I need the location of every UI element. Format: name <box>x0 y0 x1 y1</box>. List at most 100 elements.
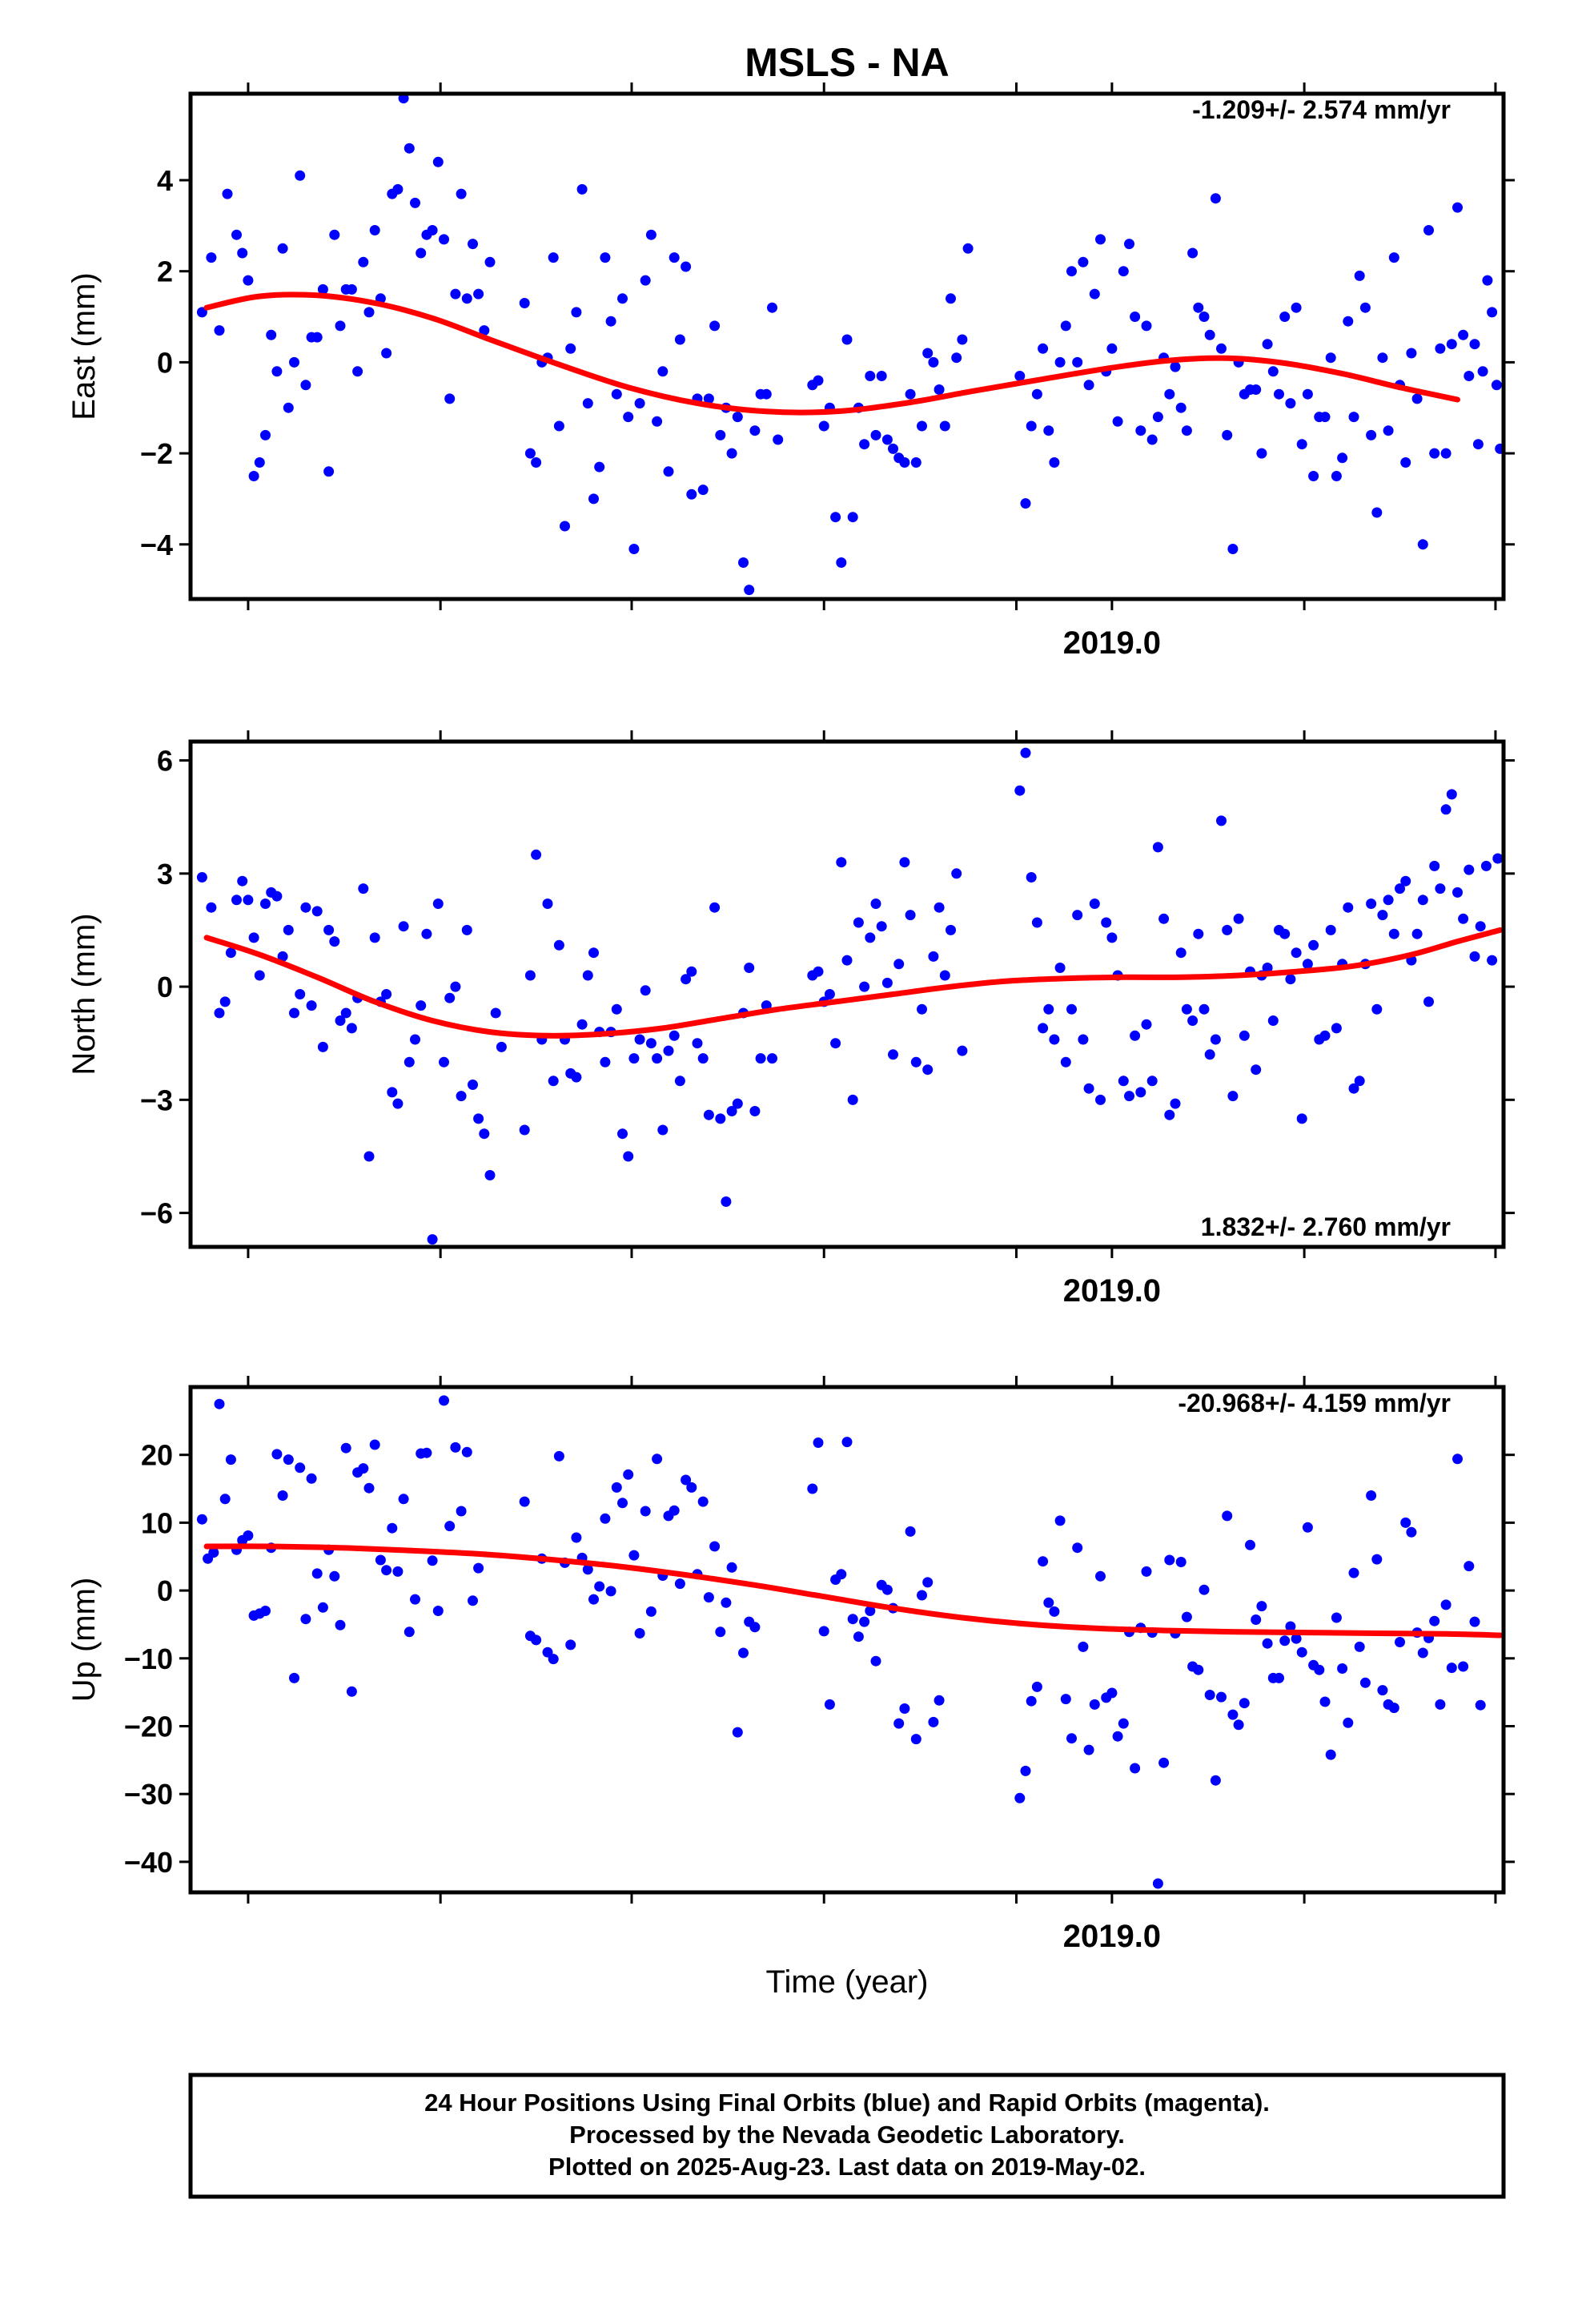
data-point <box>1366 429 1377 440</box>
data-point <box>899 1703 910 1714</box>
data-point <box>254 457 265 468</box>
data-point <box>271 1449 283 1460</box>
data-point <box>939 420 950 432</box>
data-point <box>1446 1663 1457 1674</box>
data-point <box>1411 393 1423 404</box>
data-point <box>611 388 622 400</box>
data-point <box>1348 1567 1359 1578</box>
data-point <box>369 1439 380 1450</box>
data-point <box>726 448 737 459</box>
data-point <box>1308 939 1319 951</box>
data-point <box>450 1441 461 1453</box>
data-point <box>335 320 346 332</box>
data-point <box>1141 320 1152 332</box>
data-point <box>237 247 248 259</box>
data-point <box>473 1113 484 1124</box>
data-point <box>928 951 939 962</box>
data-point <box>859 439 870 450</box>
data-point <box>1060 1056 1071 1068</box>
data-point <box>836 1569 847 1580</box>
data-point <box>490 1007 501 1019</box>
data-point <box>1043 425 1054 436</box>
data-point <box>427 1555 438 1566</box>
data-point <box>1400 875 1411 887</box>
data-point <box>1440 1599 1452 1610</box>
data-point <box>703 1592 714 1603</box>
data-point <box>669 1030 680 1041</box>
data-point <box>1274 1672 1284 1683</box>
data-point <box>439 234 449 245</box>
data-point <box>686 489 697 500</box>
footer-line-1: 24 Hour Positions Using Final Orbits (bl… <box>424 2089 1270 2117</box>
data-point <box>893 1718 905 1729</box>
data-point <box>594 1581 605 1592</box>
data-point <box>922 1064 934 1076</box>
data-point <box>899 457 910 468</box>
data-point <box>542 899 553 909</box>
data-point <box>214 1398 225 1409</box>
data-point <box>634 398 645 409</box>
data-point <box>703 1109 714 1120</box>
y-axis-label: Up (mm) <box>66 1578 102 1703</box>
data-point <box>565 1639 576 1651</box>
data-point <box>1026 420 1037 432</box>
data-point <box>582 1564 593 1575</box>
data-point <box>957 334 968 345</box>
data-point <box>1170 361 1181 372</box>
data-point <box>277 1490 288 1501</box>
data-point <box>1239 1698 1250 1709</box>
data-point <box>628 1550 640 1561</box>
data-point <box>1400 1517 1411 1528</box>
data-point <box>1118 266 1129 277</box>
data-point <box>266 329 277 340</box>
velocity-label: -1.209+/- 2.574 mm/yr <box>1192 95 1451 124</box>
data-point <box>582 970 593 981</box>
data-point <box>1354 1076 1365 1087</box>
data-point <box>289 1672 299 1683</box>
y-tick-label: −3 <box>140 1084 173 1116</box>
data-point <box>847 1094 858 1105</box>
data-point <box>1279 928 1291 939</box>
data-point <box>306 1473 317 1484</box>
data-point <box>939 970 950 981</box>
data-point <box>468 1595 478 1606</box>
data-point <box>358 256 369 267</box>
data-point <box>1245 1539 1255 1550</box>
data-point <box>732 1727 743 1738</box>
data-point <box>346 1686 357 1697</box>
x-tick-label: 2019.0 <box>1063 625 1161 661</box>
data-point <box>456 188 467 199</box>
data-point <box>1020 498 1031 509</box>
data-point <box>1199 312 1210 322</box>
data-point <box>1446 789 1457 800</box>
data-point <box>917 1003 927 1015</box>
data-point <box>1152 842 1163 853</box>
data-point <box>681 1474 692 1486</box>
data-point <box>1072 1542 1083 1554</box>
data-point <box>346 283 357 295</box>
data-point <box>531 849 542 860</box>
data-point <box>1359 1677 1371 1688</box>
data-point <box>841 955 853 966</box>
plot-frame <box>188 1385 1506 1895</box>
data-point <box>1066 1733 1077 1744</box>
data-point <box>1078 1641 1089 1652</box>
data-point <box>674 1076 685 1087</box>
data-point <box>1440 804 1452 815</box>
data-point <box>1417 539 1428 550</box>
data-point <box>1164 388 1175 400</box>
data-point <box>841 334 853 345</box>
data-point <box>283 924 294 935</box>
data-point <box>1199 1003 1210 1015</box>
data-point <box>1348 412 1359 423</box>
data-point <box>1429 860 1440 871</box>
data-point <box>928 1716 939 1727</box>
data-point <box>1251 1064 1262 1076</box>
data-point <box>1400 457 1411 468</box>
data-point <box>657 366 669 377</box>
data-point <box>254 970 265 981</box>
data-point <box>645 1606 656 1617</box>
data-point <box>1089 899 1100 909</box>
data-point <box>363 1482 375 1494</box>
